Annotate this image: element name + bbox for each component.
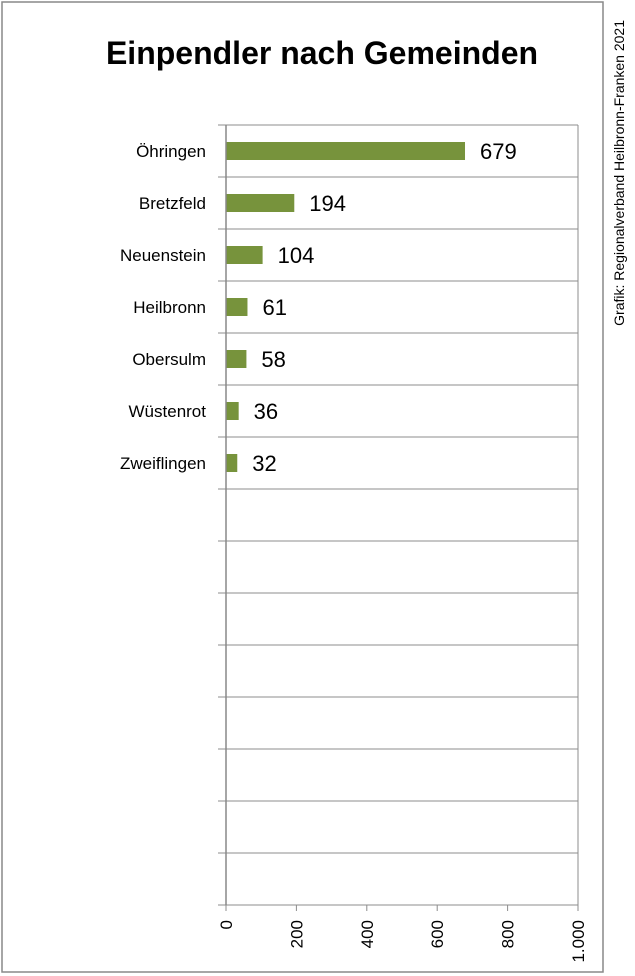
category-label: Bretzfeld [139, 194, 206, 213]
bar [226, 246, 263, 264]
category-label: Obersulm [132, 350, 206, 369]
category-label: Neuenstein [120, 246, 206, 265]
grid [218, 124, 579, 911]
x-tick-label: 1.000 [569, 920, 588, 963]
value-label: 32 [252, 451, 276, 476]
bar [226, 402, 239, 420]
bar [226, 454, 238, 472]
value-label: 104 [278, 243, 315, 268]
x-tick-label: 600 [428, 920, 447, 948]
bar [226, 350, 247, 368]
chart-title: Einpendler nach Gemeinden [106, 35, 538, 71]
chart-border [1, 1, 604, 973]
x-tick-label: 800 [499, 920, 518, 948]
category-label: Öhringen [136, 142, 206, 161]
bar [226, 298, 248, 316]
x-tick-label: 0 [217, 920, 236, 929]
source-label: Grafik: Regionalverband Heilbronn-Franke… [611, 20, 627, 326]
value-label: 194 [309, 191, 346, 216]
category-label: Zweiflingen [120, 454, 206, 473]
value-label: 36 [254, 399, 278, 424]
value-label: 679 [480, 139, 517, 164]
category-label: Wüstenrot [129, 402, 207, 421]
value-label: 58 [261, 347, 285, 372]
bars [226, 142, 466, 472]
value-label: 61 [262, 295, 286, 320]
bar [226, 142, 466, 160]
labels: Öhringen 679 Bretzfeld 194 Neuenstein 104 Heil… [120, 139, 588, 963]
bar [226, 194, 295, 212]
x-tick-label: 400 [358, 920, 377, 948]
category-label: Heilbronn [133, 298, 206, 317]
x-tick-label: 200 [287, 920, 306, 948]
